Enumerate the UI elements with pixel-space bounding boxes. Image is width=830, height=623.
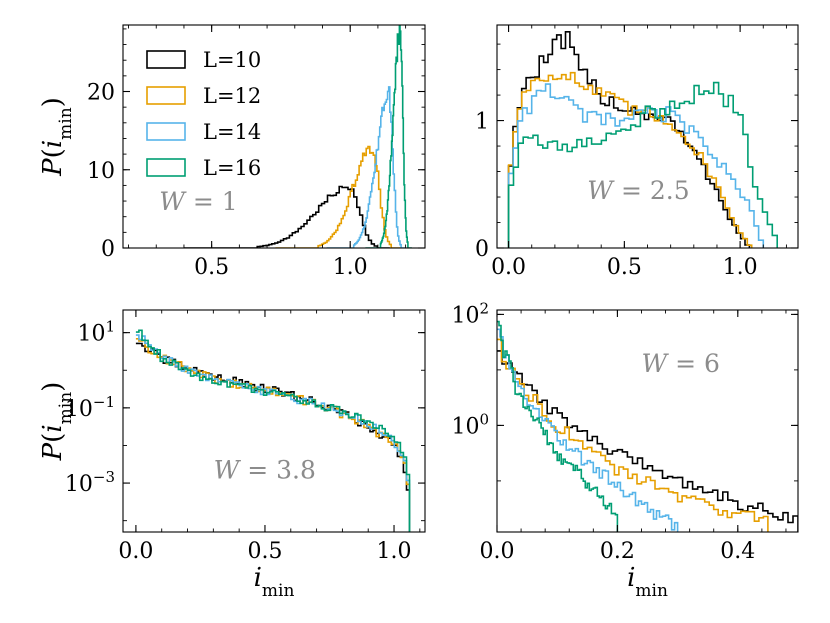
y-tick-label: 0 (475, 237, 489, 262)
panel-bottom-left: 0.0 0.5 1.0 101 10−1 10−3 P(imin) imin W = 3.8 (38, 309, 426, 601)
series-l-16 (497, 320, 619, 532)
series-l-12 (135, 338, 411, 532)
legend-swatch-l-12 (146, 86, 186, 105)
y-tick-label: 102 (451, 299, 489, 328)
series-l-10 (497, 350, 798, 532)
legend-label-l-10: L=10 (203, 48, 261, 72)
x-tick-label: 0.5 (194, 255, 229, 280)
y-tick-label: 101 (77, 318, 115, 347)
series-l-14 (326, 86, 407, 248)
axes-frame (496, 24, 799, 249)
legend-label-l-14: L=14 (203, 120, 261, 144)
x-tick-label: 0.2 (600, 539, 635, 564)
y-tick-label: 10−3 (65, 468, 115, 497)
series-l-16 (135, 329, 411, 532)
series-l-10 (507, 31, 751, 248)
series-l-10 (184, 185, 390, 248)
series-l-12 (507, 71, 753, 248)
legend-swatch-l-16 (146, 158, 186, 177)
y-tick-label: 1 (475, 110, 489, 135)
x-tick-label: 1.0 (723, 255, 758, 280)
y-axis-label: P(imin) (38, 97, 76, 177)
series-l-14 (497, 328, 679, 532)
legend-label-l-16: L=16 (203, 156, 261, 180)
legend-swatch-l-14 (146, 122, 186, 141)
x-axis-label: imin (254, 563, 295, 601)
series-l-14 (135, 334, 411, 532)
legend: L=10 L=12 L=14 L=16 (146, 48, 261, 180)
y-tick-label: 10−1 (65, 393, 115, 422)
panel-top-right: 0.0 0.5 1.0 0 1 W = 2.5 (475, 24, 799, 280)
series-group (507, 31, 778, 248)
y-axis-label: P(imin) (38, 382, 76, 462)
series-l-10 (135, 342, 411, 532)
x-tick-label: 0.5 (607, 255, 642, 280)
panel-annotation: W = 6 (641, 349, 719, 378)
panel-top-left: 0.5 1.0 0 10 20 P(imin) W = 1 (38, 24, 426, 280)
x-tick-label: 0.0 (491, 255, 526, 280)
x-tick-label: 0.0 (118, 539, 153, 564)
series-group (184, 25, 412, 248)
panel-annotation: W = 2.5 (587, 176, 689, 205)
series-l-16 (507, 81, 778, 248)
x-axis-label: imin (627, 563, 668, 601)
series-group (497, 320, 798, 532)
y-tick-label: 20 (87, 81, 115, 106)
series-l-16 (365, 25, 412, 248)
legend-swatch-l-10 (146, 50, 186, 69)
x-tick-label: 0.0 (480, 539, 515, 564)
y-tick-label: 100 (451, 410, 489, 439)
axes-frame (496, 309, 799, 533)
series-group (135, 329, 411, 532)
y-tick-label: 0 (101, 237, 115, 262)
series-l-14 (507, 83, 765, 248)
x-tick-label: 1.0 (377, 539, 412, 564)
x-tick-label: 1.0 (333, 255, 368, 280)
series-l-12 (497, 338, 769, 532)
series-l-12 (275, 145, 401, 248)
x-tick-label: 0.5 (247, 539, 282, 564)
axes-frame (122, 24, 426, 249)
axes-frame (122, 309, 426, 533)
panel-annotation: W = 1 (159, 187, 237, 216)
x-tick-label: 0.4 (720, 539, 755, 564)
y-tick-label: 10 (87, 159, 115, 184)
panel-bottom-right: 0.0 0.2 0.4 102 100 imin W = 6 (451, 299, 799, 601)
legend-label-l-12: L=12 (203, 84, 261, 108)
panel-annotation: W = 3.8 (214, 456, 316, 485)
